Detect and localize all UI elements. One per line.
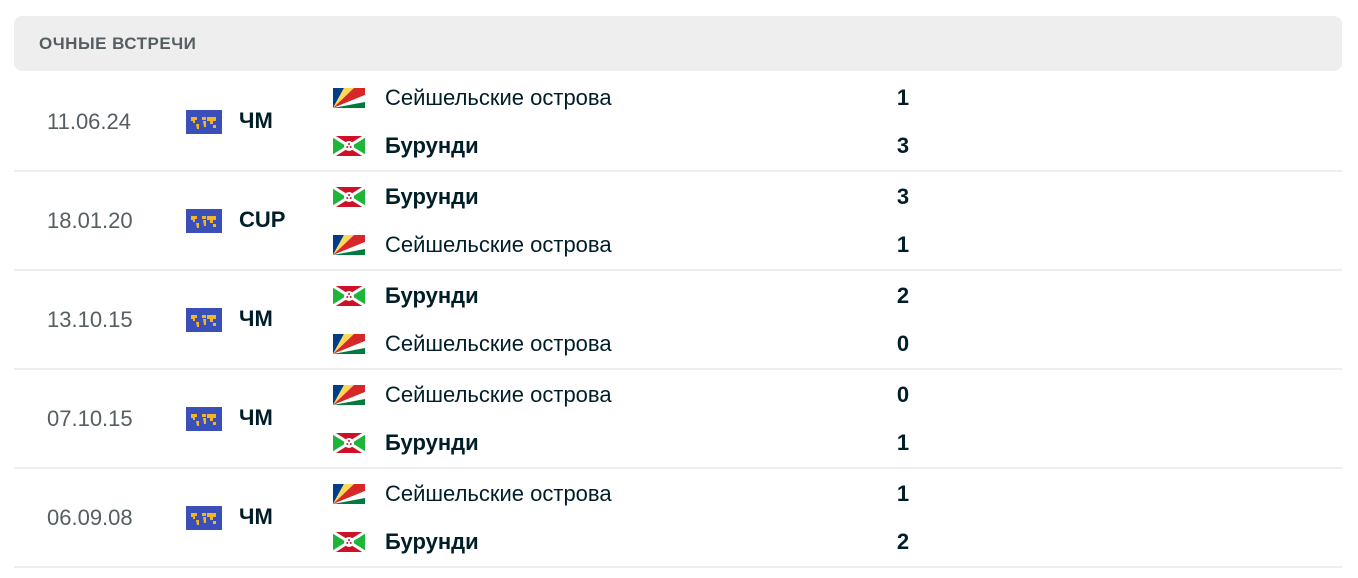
home-team-name: Бурунди: [385, 283, 479, 308]
competition-label: ЧМ: [239, 306, 273, 331]
home-team: Сейшельские острова 0: [333, 380, 1233, 410]
away-score: 1: [896, 430, 910, 455]
seychelles-flag-icon: [333, 484, 365, 504]
world-icon: [186, 110, 222, 134]
home-team-name: Сейшельские острова: [385, 382, 612, 407]
seychelles-flag-icon: [333, 88, 365, 108]
home-score: 0: [896, 382, 910, 407]
match-row[interactable]: 13.10.15 ЧМ Бурунди 2 Сейшельские остров…: [14, 271, 1342, 370]
away-team: Бурунди 3: [333, 131, 1233, 161]
match-date: 13.10.15: [47, 307, 133, 332]
burundi-flag-icon: [333, 187, 365, 207]
seychelles-flag-icon: [333, 235, 365, 255]
away-score: 3: [896, 133, 910, 158]
match-date: 07.10.15: [47, 406, 133, 431]
match-row[interactable]: 18.01.20 CUP Бурунди 3 Сейшельские остро…: [14, 172, 1342, 271]
away-team-name: Бурунди: [385, 529, 479, 554]
away-score: 1: [896, 232, 910, 257]
away-team: Бурунди 2: [333, 527, 1233, 557]
home-team-name: Бурунди: [385, 184, 479, 209]
seychelles-flag-icon: [333, 385, 365, 405]
burundi-flag-icon: [333, 286, 365, 306]
world-icon: [186, 209, 222, 233]
away-team-name: Бурунди: [385, 133, 479, 158]
match-row[interactable]: 07.10.15 ЧМ Сейшельские острова 0 Бурунд…: [14, 370, 1342, 469]
match-date: 06.09.08: [47, 505, 133, 530]
home-team: Бурунди 3: [333, 182, 1233, 212]
match-date: 18.01.20: [47, 208, 133, 233]
section-header: ОЧНЫЕ ВСТРЕЧИ: [14, 16, 1342, 71]
burundi-flag-icon: [333, 532, 365, 552]
competition-label: ЧМ: [239, 405, 273, 430]
away-team-name: Сейшельские острова: [385, 331, 612, 356]
home-score: 3: [896, 184, 910, 209]
away-score: 0: [896, 331, 910, 356]
away-team: Сейшельские острова 0: [333, 329, 1233, 359]
match-row[interactable]: 11.06.24 ЧМ Сейшельские острова 1 Бурунд…: [14, 73, 1342, 172]
home-team: Сейшельские острова 1: [333, 479, 1233, 509]
burundi-flag-icon: [333, 433, 365, 453]
home-score: 2: [896, 283, 910, 308]
away-score: 2: [896, 529, 910, 554]
home-team: Бурунди 2: [333, 281, 1233, 311]
home-team-name: Сейшельские острова: [385, 481, 612, 506]
home-team-name: Сейшельские острова: [385, 85, 612, 110]
seychelles-flag-icon: [333, 334, 365, 354]
world-icon: [186, 308, 222, 332]
section-title: ОЧНЫЕ ВСТРЕЧИ: [39, 34, 197, 53]
match-row[interactable]: 06.09.08 ЧМ Сейшельские острова 1 Бурунд…: [14, 469, 1342, 568]
away-team-name: Бурунди: [385, 430, 479, 455]
match-date: 11.06.24: [47, 109, 132, 134]
home-team: Сейшельские острова 1: [333, 83, 1233, 113]
away-team: Сейшельские острова 1: [333, 230, 1233, 260]
competition-label: ЧМ: [239, 108, 273, 133]
world-icon: [186, 407, 222, 431]
world-icon: [186, 506, 222, 530]
match-list: 11.06.24 ЧМ Сейшельские острова 1 Бурунд…: [14, 73, 1342, 568]
competition-label: ЧМ: [239, 504, 273, 529]
away-team-name: Сейшельские острова: [385, 232, 612, 257]
home-score: 1: [896, 481, 910, 506]
competition-label: CUP: [239, 207, 286, 232]
away-team: Бурунди 1: [333, 428, 1233, 458]
home-score: 1: [896, 85, 910, 110]
burundi-flag-icon: [333, 136, 365, 156]
